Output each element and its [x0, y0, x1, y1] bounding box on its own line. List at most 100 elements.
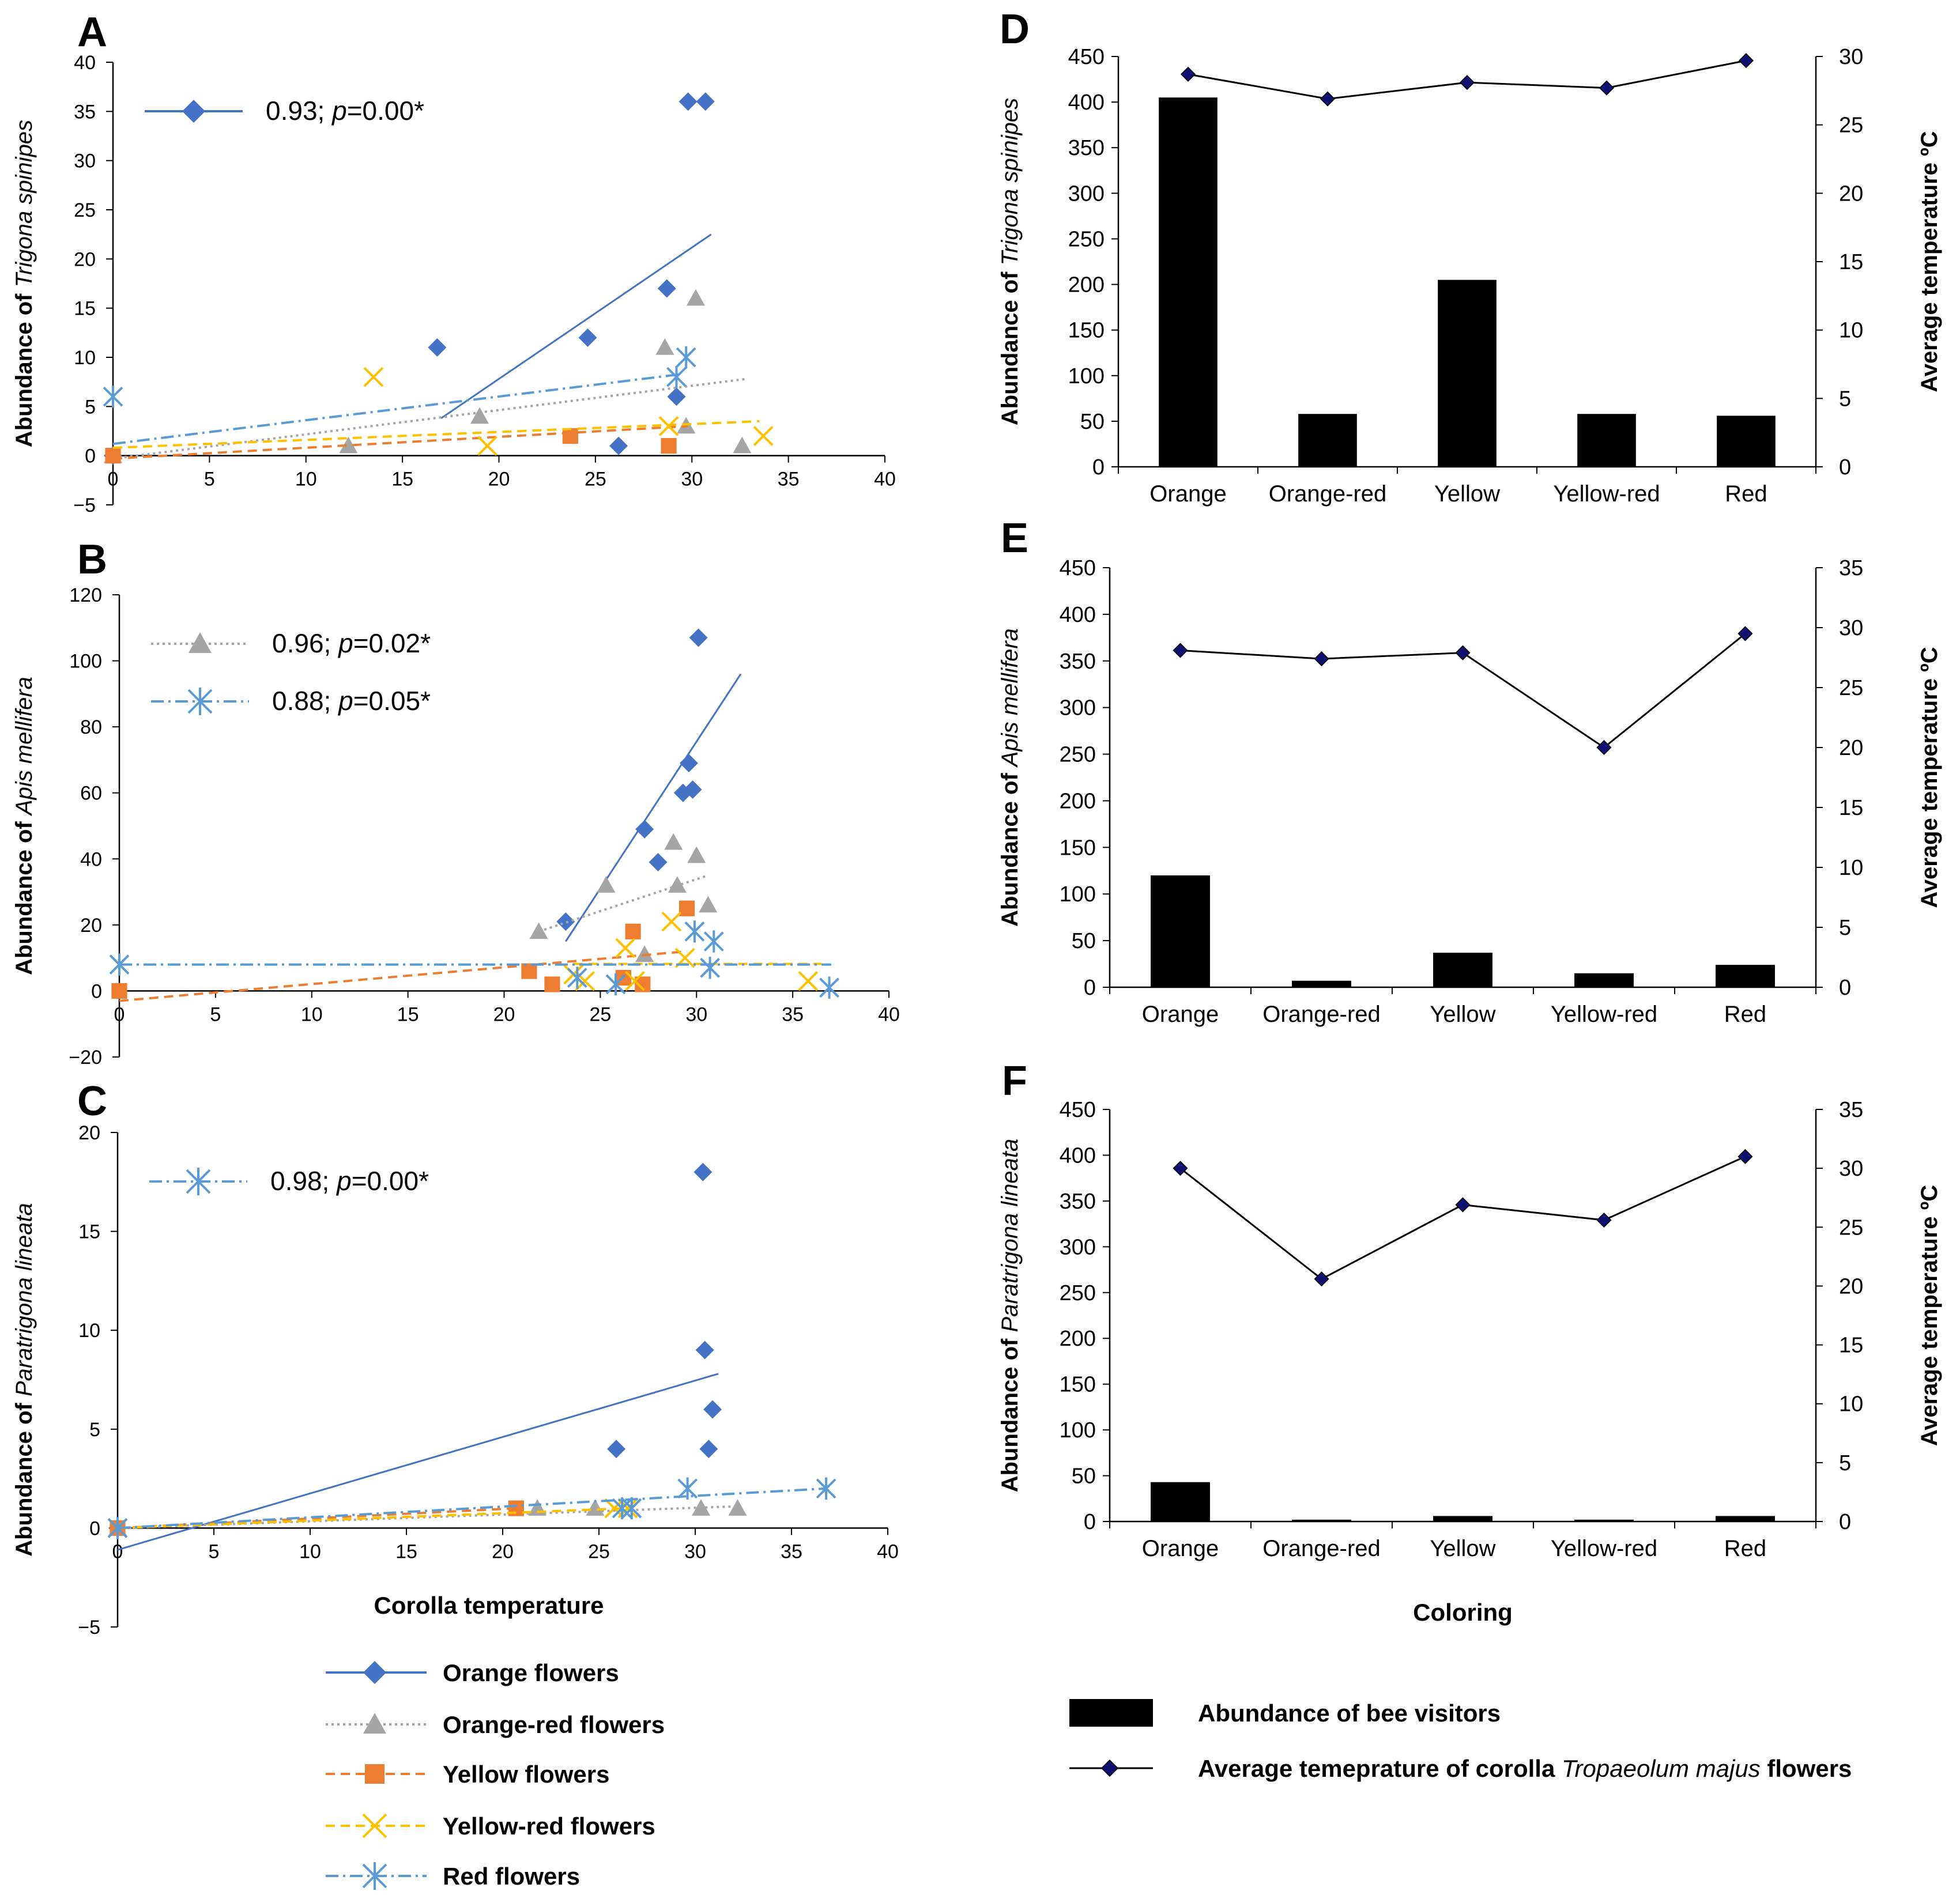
data-point [689, 628, 708, 647]
series-orange-red-flowers [108, 1499, 747, 1536]
y-tick-label: 50 [1072, 929, 1096, 953]
y2-tick-label: 30 [1839, 45, 1863, 69]
legend-marker [363, 1713, 386, 1734]
category-label: Red [1724, 1002, 1766, 1027]
data-point [664, 833, 683, 850]
y-tick-label: 300 [1060, 1235, 1096, 1259]
legend-line-marker [1100, 1759, 1119, 1777]
y-tick-label: 5 [85, 396, 96, 418]
trendline [119, 950, 687, 1002]
stat-r: 0.98; [270, 1166, 337, 1196]
data-point [661, 911, 682, 932]
data-point [700, 957, 721, 979]
y-tick-label: 0 [1092, 455, 1105, 480]
category-label: Yellow [1430, 1002, 1495, 1027]
temperature-point [1455, 645, 1471, 660]
y-tick-label: 250 [1060, 743, 1096, 767]
y-axis-label-italic: Apis mellifera [997, 628, 1023, 768]
x-tick-label: 35 [778, 469, 800, 490]
y-axis-label: Abundance of Trigona spinipes [12, 120, 37, 447]
legend-left: Orange flowers Orange-red flowers Yellow f… [326, 1659, 665, 1890]
data-point [470, 407, 489, 424]
data-point [658, 416, 679, 436]
y-tick-label: 20 [78, 1122, 100, 1144]
x-tick-label: 40 [877, 1541, 899, 1562]
y-axis-label-text: Abundance of [997, 265, 1023, 425]
temperature-point [1737, 626, 1753, 641]
y-tick-label: 400 [1060, 1143, 1096, 1168]
data-point [625, 923, 641, 939]
y2-tick-label: 10 [1839, 319, 1863, 343]
y-axis-label-italic: Trigona spinipes [997, 98, 1023, 266]
data-point [693, 1162, 713, 1181]
y-tick-label: 450 [1068, 45, 1105, 69]
x-tick-label: 0 [114, 1003, 125, 1025]
trendline [117, 1373, 719, 1551]
category-label: Red [1725, 481, 1767, 507]
trendline [117, 1507, 628, 1530]
stat-legend: 0.96; p=0.02* [151, 628, 431, 658]
data-point [107, 1517, 128, 1539]
data-point [649, 853, 668, 872]
data-point [676, 346, 696, 369]
panel-letter-E: E [1001, 515, 1028, 561]
x-axis-label: Coloring [1413, 1599, 1513, 1626]
stat-legend-text: 0.96; p=0.02* [272, 628, 431, 658]
data-point [607, 1440, 626, 1459]
data-point [612, 1497, 632, 1520]
panel-C: C −5 0 5 10 15 20 0 5 10 15 20 25 30 35 40 Abundance of … [12, 1078, 899, 1638]
legend-marker [362, 1813, 387, 1838]
stat-r: 0.88; [272, 686, 338, 716]
data-point [733, 436, 752, 454]
data-point [819, 976, 839, 999]
series-red-flowers [107, 1477, 836, 1539]
data-point [699, 896, 718, 913]
data-point [103, 386, 123, 408]
data-point [635, 945, 654, 962]
category-label: Yellow [1434, 481, 1500, 507]
panel-F: F 0 50 100 150 200 250 300 350 400 450 0 5 10 15 20 25 30… [997, 1058, 1942, 1626]
y-tick-label: 40 [80, 848, 102, 870]
y-axis-label: Abundance of Apis mellifera [12, 677, 37, 975]
y-tick-label: 20 [74, 248, 96, 270]
panel-A: A −5 0 5 10 15 20 25 30 35 40 0 5 10 15 20 25 30 35 40 Abund… [12, 9, 896, 516]
y2-tick-label: 20 [1839, 1274, 1863, 1298]
legend-label: Orange-red flowers [443, 1711, 665, 1738]
stat-r: 0.93; [266, 96, 332, 126]
y-tick-label: −5 [73, 494, 96, 516]
series-orange-flowers [104, 92, 715, 465]
temperature-point [1314, 651, 1329, 667]
data-point [679, 92, 698, 111]
y-tick-label: 0 [89, 1517, 100, 1539]
category-label: Red [1724, 1536, 1766, 1561]
x-tick-label: 15 [397, 1003, 419, 1025]
data-point [109, 953, 130, 976]
temperature-point [1180, 66, 1196, 82]
y2-axis-label: Average temperature ºC [1917, 1185, 1942, 1446]
legend-marker [365, 1764, 385, 1784]
temperature-point [1459, 75, 1475, 90]
y-axis-label-text: Abundance of [997, 767, 1023, 927]
stat-rest: =0.00* [352, 1166, 429, 1196]
legend-marker [363, 1661, 386, 1684]
data-point [609, 436, 628, 455]
y-tick-label: 100 [1060, 882, 1096, 907]
stat-legend-marker [186, 1168, 211, 1195]
y-axis-label: Abundance of Paratrigona lineata [12, 1203, 37, 1557]
y2-tick-label: 5 [1839, 1451, 1851, 1475]
data-point [635, 820, 654, 839]
data-point [753, 426, 774, 446]
x-tick-label: 35 [782, 1003, 804, 1025]
bar-yellow [1438, 280, 1497, 467]
category-label: Yellow [1430, 1536, 1495, 1561]
panel-letter-C: C [77, 1078, 107, 1124]
x-tick-label: 25 [589, 1003, 611, 1025]
data-point [529, 922, 548, 939]
stat-legend: 0.93; p=0.00* [145, 96, 424, 126]
data-point [625, 971, 645, 991]
legend-label: Yellow-red flowers [443, 1813, 655, 1840]
data-point [686, 289, 705, 306]
temperature-point [1599, 80, 1615, 96]
stat-legend: 0.88; p=0.05* [151, 686, 431, 716]
